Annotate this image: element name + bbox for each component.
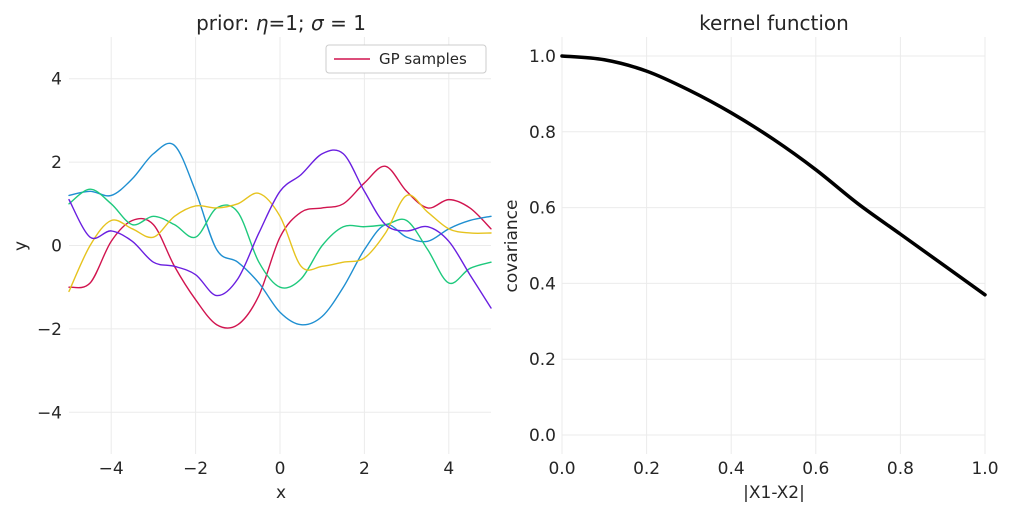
left-y-tick-label: −4 (37, 403, 62, 423)
left-series-sample-green (68, 188, 492, 289)
left-x-tick-label: −2 (183, 459, 208, 479)
left-y-tick-label: 2 (51, 153, 62, 173)
kernel-function-panel: 0.0 0.2 0.4 0.6 0.8 1.0 0.0 0.2 0.4 0.6 0.8 1.0 ke… (502, 11, 999, 503)
right-x-tick-label: 0.0 (548, 459, 575, 479)
left-y-tick-label: 0 (51, 237, 62, 257)
right-y-tick-label: 0.0 (529, 426, 556, 446)
left-x-tick-label: 2 (359, 459, 370, 479)
left-y-ticks: −4 −2 0 2 4 (37, 70, 62, 424)
left-x-tick-label: 0 (275, 459, 286, 479)
right-y-tick-label: 1.0 (529, 47, 556, 67)
right-y-tick-label: 0.2 (529, 350, 556, 370)
left-series-sample-purple (68, 149, 492, 309)
left-x-axis-label: x (276, 483, 286, 503)
legend: GP samples (325, 44, 487, 74)
right-x-ticks: 0.0 0.2 0.4 0.6 0.8 1.0 (548, 459, 998, 479)
left-y-tick-label: 4 (51, 70, 62, 90)
left-series-sample-blue (68, 142, 492, 326)
left-chart-title: prior: η=1; σ = 1 (196, 11, 366, 35)
left-series-sample-yellow (68, 192, 492, 293)
right-y-tick-label: 0.6 (529, 199, 556, 219)
right-x-tick-label: 1.0 (971, 459, 998, 479)
left-grid (69, 37, 491, 454)
legend-label: GP samples (379, 50, 467, 68)
right-y-axis-label: covariance (502, 200, 522, 293)
left-x-ticks: −4 −2 0 2 4 (99, 459, 455, 479)
right-chart-title: kernel function (699, 11, 849, 35)
left-series-lines (68, 142, 492, 329)
right-x-axis-label: |X1-X2| (743, 483, 805, 503)
right-series-lines (560, 54, 987, 297)
right-grid (561, 37, 986, 454)
right-y-tick-label: 0.4 (529, 274, 556, 294)
left-y-tick-label: −2 (37, 320, 62, 340)
right-x-tick-label: 0.8 (887, 459, 914, 479)
right-series-kernel (560, 54, 987, 297)
right-x-tick-label: 0.4 (718, 459, 745, 479)
right-y-tick-label: 0.8 (529, 123, 556, 143)
right-x-tick-label: 0.6 (802, 459, 829, 479)
left-x-tick-label: 4 (443, 459, 454, 479)
left-x-tick-label: −4 (99, 459, 124, 479)
right-y-ticks: 0.0 0.2 0.4 0.6 0.8 1.0 (529, 47, 556, 446)
legend-box (325, 44, 487, 74)
right-x-tick-label: 0.2 (633, 459, 660, 479)
left-y-axis-label: y (11, 241, 31, 251)
prior-samples-panel: −4 −2 0 2 4 −4 −2 0 2 4 prior: η=1; σ = 1 x y GP… (11, 11, 492, 503)
